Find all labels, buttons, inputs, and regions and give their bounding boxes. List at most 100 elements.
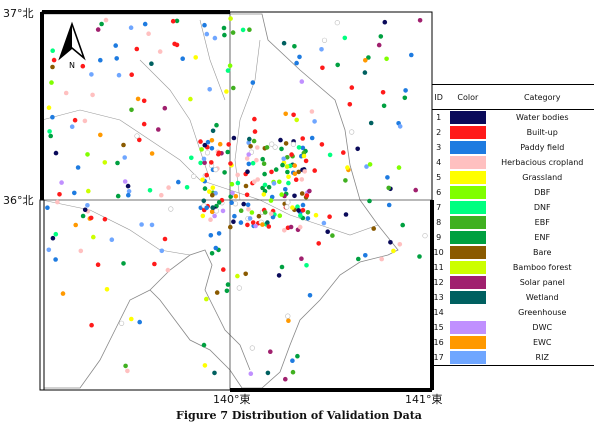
validation-point bbox=[176, 179, 181, 185]
validation-point bbox=[293, 177, 299, 182]
legend-swatch bbox=[445, 110, 490, 126]
validation-point bbox=[245, 222, 250, 228]
validation-point bbox=[207, 87, 212, 92]
validation-point bbox=[168, 206, 174, 212]
validation-point bbox=[208, 233, 214, 238]
validation-point bbox=[371, 226, 377, 231]
validation-point bbox=[202, 22, 207, 28]
validation-point bbox=[210, 185, 216, 190]
validation-point bbox=[235, 273, 240, 279]
validation-point bbox=[397, 124, 403, 129]
validation-point bbox=[53, 231, 59, 237]
validation-point bbox=[232, 213, 237, 219]
legend-row: 17 RIZ bbox=[432, 350, 594, 366]
validation-point bbox=[229, 181, 235, 187]
validation-point bbox=[386, 185, 392, 191]
validation-point bbox=[46, 247, 52, 253]
validation-point bbox=[209, 138, 215, 143]
validation-point bbox=[123, 363, 128, 369]
validation-point bbox=[388, 240, 393, 245]
frame-bar-top-left bbox=[42, 10, 230, 14]
validation-point bbox=[363, 58, 368, 63]
validation-point bbox=[249, 210, 255, 215]
validation-point bbox=[174, 42, 180, 48]
legend-category: Bamboo forest bbox=[512, 263, 572, 272]
validation-point bbox=[325, 229, 331, 234]
legend-id: 4 bbox=[436, 158, 442, 167]
validation-point bbox=[385, 175, 390, 180]
validation-point bbox=[260, 156, 266, 162]
validation-point bbox=[216, 231, 222, 236]
validation-point bbox=[128, 25, 134, 31]
validation-point bbox=[121, 261, 126, 266]
validation-point bbox=[204, 205, 209, 211]
validation-point bbox=[207, 189, 212, 194]
legend-category: Built-up bbox=[526, 128, 558, 137]
validation-point bbox=[268, 198, 274, 203]
validation-point bbox=[266, 184, 272, 190]
validation-point bbox=[225, 282, 231, 287]
validation-point bbox=[213, 208, 220, 214]
validation-point bbox=[248, 371, 254, 377]
validation-point bbox=[224, 89, 229, 94]
validation-point bbox=[285, 313, 291, 319]
validation-point bbox=[228, 16, 233, 21]
validation-point bbox=[265, 370, 271, 376]
validation-point bbox=[162, 236, 168, 242]
validation-point bbox=[235, 172, 240, 178]
validation-point bbox=[72, 190, 77, 196]
validation-point bbox=[89, 322, 94, 328]
validation-point bbox=[283, 376, 288, 382]
validation-point bbox=[277, 213, 283, 218]
validation-point bbox=[60, 291, 66, 296]
legend-id: 6 bbox=[436, 188, 442, 197]
validation-point bbox=[200, 213, 206, 219]
validation-point bbox=[230, 190, 235, 196]
validation-point bbox=[292, 193, 297, 199]
validation-point bbox=[284, 204, 290, 210]
legend-id: 9 bbox=[436, 233, 442, 242]
validation-point bbox=[381, 103, 387, 109]
validation-point bbox=[403, 88, 408, 93]
validation-point bbox=[48, 133, 53, 139]
validation-point bbox=[165, 267, 171, 273]
legend-category: ENF bbox=[534, 233, 551, 242]
validation-point bbox=[285, 169, 290, 175]
validation-point bbox=[82, 118, 88, 124]
validation-point bbox=[210, 128, 216, 134]
validation-point bbox=[382, 19, 388, 25]
validation-point bbox=[63, 90, 69, 96]
validation-point bbox=[290, 141, 297, 147]
validation-point bbox=[200, 177, 205, 183]
validation-point bbox=[256, 213, 262, 219]
validation-point bbox=[213, 245, 219, 251]
validation-point bbox=[202, 142, 208, 148]
legend-swatch bbox=[445, 320, 490, 335]
validation-point bbox=[75, 165, 81, 170]
map-frame bbox=[41, 11, 433, 391]
validation-point bbox=[126, 192, 131, 198]
validation-point bbox=[283, 141, 289, 146]
validation-point bbox=[260, 185, 265, 191]
validation-point bbox=[343, 178, 348, 183]
legend-id: 14 bbox=[433, 308, 444, 317]
validation-point bbox=[147, 188, 153, 193]
legend-row: 10 Bare bbox=[432, 245, 594, 260]
validation-point bbox=[422, 233, 428, 239]
validation-point bbox=[228, 194, 233, 199]
north-arrow-label: N bbox=[69, 61, 75, 70]
validation-point bbox=[289, 152, 294, 157]
validation-point bbox=[285, 199, 291, 205]
validation-point bbox=[285, 155, 290, 160]
validation-point bbox=[291, 112, 296, 118]
validation-point bbox=[343, 212, 349, 217]
validation-point bbox=[201, 198, 207, 204]
validation-point bbox=[149, 61, 154, 66]
validation-point bbox=[313, 212, 319, 218]
validation-point bbox=[296, 145, 302, 150]
legend-row: 4 Herbacious cropland bbox=[432, 155, 594, 170]
validation-point bbox=[269, 169, 274, 175]
validation-point bbox=[230, 30, 236, 35]
validation-point bbox=[240, 27, 246, 33]
